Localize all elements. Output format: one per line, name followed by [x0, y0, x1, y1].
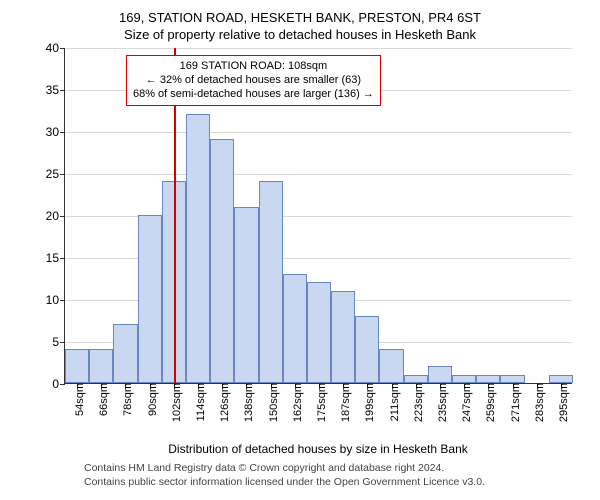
x-tick-label: 126sqm	[213, 383, 231, 422]
footer-line2: Contains public sector information licen…	[84, 476, 485, 490]
histogram-bar	[65, 349, 89, 383]
y-tick-label: 25	[46, 167, 65, 181]
histogram-bar	[259, 181, 283, 383]
x-tick-label: 162sqm	[286, 383, 304, 422]
y-tick-label: 35	[46, 83, 65, 97]
y-tick-label: 0	[52, 377, 65, 391]
x-axis-label: Distribution of detached houses by size …	[168, 442, 468, 456]
annotation-box: 169 STATION ROAD: 108sqm ← 32% of detach…	[126, 55, 381, 106]
histogram-bar	[307, 282, 331, 383]
y-tick-label: 30	[46, 125, 65, 139]
x-tick-label: 102sqm	[165, 383, 183, 422]
y-tick-label: 40	[46, 41, 65, 55]
x-tick-label: 90sqm	[141, 383, 159, 416]
annotation-line3: 68% of semi-detached houses are larger (…	[133, 87, 374, 101]
chart-title-main: 169, STATION ROAD, HESKETH BANK, PRESTON…	[0, 0, 600, 25]
histogram-bar	[113, 324, 137, 383]
y-tick-label: 10	[46, 293, 65, 307]
x-tick-label: 187sqm	[334, 383, 352, 422]
annotation-line2: ← 32% of detached houses are smaller (63…	[133, 73, 374, 87]
histogram-bar	[476, 375, 500, 383]
x-tick-label: 66sqm	[92, 383, 110, 416]
histogram-bar	[452, 375, 476, 383]
x-tick-label: 138sqm	[237, 383, 255, 422]
x-tick-label: 78sqm	[116, 383, 134, 416]
grid-line	[65, 48, 572, 49]
grid-line	[65, 174, 572, 175]
histogram-bar	[234, 207, 258, 383]
annotation-line1: 169 STATION ROAD: 108sqm	[133, 59, 374, 73]
grid-line	[65, 132, 572, 133]
x-tick-label: 271sqm	[504, 383, 522, 422]
x-tick-label: 199sqm	[358, 383, 376, 422]
x-tick-label: 235sqm	[431, 383, 449, 422]
footer-attribution: Contains HM Land Registry data © Crown c…	[84, 462, 485, 489]
y-tick-label: 20	[46, 209, 65, 223]
x-tick-label: 54sqm	[68, 383, 86, 416]
histogram-bar	[186, 114, 210, 383]
y-tick-label: 15	[46, 251, 65, 265]
x-tick-label: 211sqm	[383, 383, 401, 421]
plot-area: 051015202530354054sqm66sqm78sqm90sqm102s…	[64, 48, 572, 384]
histogram-bar	[428, 366, 452, 383]
histogram-bar	[379, 349, 403, 383]
histogram-bar	[549, 375, 573, 383]
histogram-bar	[355, 316, 379, 383]
chart-container: 169, STATION ROAD, HESKETH BANK, PRESTON…	[0, 0, 600, 500]
footer-line1: Contains HM Land Registry data © Crown c…	[84, 462, 485, 476]
histogram-bar	[331, 291, 355, 383]
histogram-bar	[404, 375, 428, 383]
histogram-bar	[283, 274, 307, 383]
histogram-bar	[89, 349, 113, 383]
histogram-bar	[210, 139, 234, 383]
y-tick-label: 5	[52, 335, 65, 349]
chart-title-sub: Size of property relative to detached ho…	[0, 25, 600, 42]
x-tick-label: 259sqm	[479, 383, 497, 422]
x-tick-label: 283sqm	[528, 383, 546, 422]
x-tick-label: 150sqm	[262, 383, 280, 422]
x-tick-label: 223sqm	[407, 383, 425, 422]
histogram-bar	[500, 375, 524, 383]
histogram-bar	[138, 215, 162, 383]
x-tick-label: 175sqm	[310, 383, 328, 422]
x-tick-label: 114sqm	[189, 383, 207, 421]
x-tick-label: 295sqm	[552, 383, 570, 422]
x-tick-label: 247sqm	[455, 383, 473, 422]
